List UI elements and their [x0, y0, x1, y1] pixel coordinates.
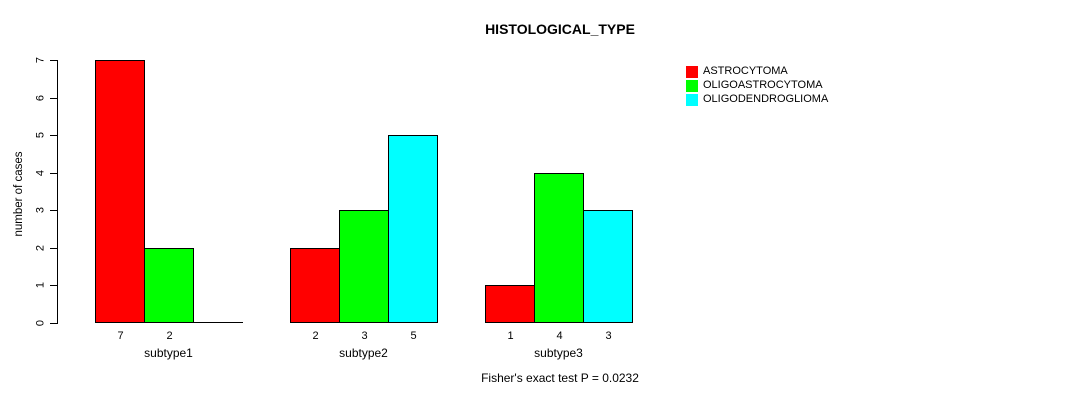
x-category-label: subtype3 [534, 346, 583, 360]
bar-subtype2-oligoastrocytoma [339, 210, 389, 323]
bar-value-label: 3 [361, 330, 368, 342]
bar-subtype3-oligodendroglioma [583, 210, 633, 323]
legend-swatch-oligoastrocytoma [686, 79, 698, 92]
bar-subtype1-oligodendroglioma [193, 322, 243, 323]
bar-value-label: 4 [556, 330, 563, 342]
bar-value-label: 2 [166, 330, 173, 342]
bar-subtype3-astrocytoma [485, 285, 535, 323]
y-tick-mark [50, 285, 57, 286]
bar-value-label: 1 [507, 330, 514, 342]
bar-value-label: 5 [410, 330, 417, 342]
legend-label: OLIGOASTROCYTOMA [703, 79, 823, 91]
y-tick-mark [50, 210, 57, 211]
legend-swatch-oligodendroglioma [686, 93, 698, 106]
legend-label: ASTROCYTOMA [703, 65, 788, 77]
bar-value-label: 2 [312, 330, 319, 342]
y-tick-mark [50, 60, 57, 61]
y-tick-mark [50, 173, 57, 174]
x-category-label: subtype1 [144, 346, 193, 360]
legend-label: OLIGODENDROGLIOMA [703, 93, 829, 105]
legend-swatch-astrocytoma [686, 65, 698, 78]
fisher-test-note: Fisher's exact test P = 0.0232 [481, 371, 639, 385]
chart-title: HISTOLOGICAL_TYPE [485, 21, 635, 37]
legend-item: OLIGODENDROGLIOMA [686, 93, 828, 106]
x-category-label: subtype2 [339, 346, 388, 360]
y-tick-mark [50, 135, 57, 136]
y-tick-mark [50, 248, 57, 249]
bar-subtype2-oligodendroglioma [388, 135, 438, 323]
bar-subtype1-oligoastrocytoma [144, 248, 194, 323]
bar-value-label: 3 [605, 330, 612, 342]
bar-subtype1-astrocytoma [95, 60, 145, 323]
y-tick-mark [50, 323, 57, 324]
legend-item: ASTROCYTOMA [686, 65, 788, 78]
bar-subtype3-oligoastrocytoma [534, 173, 584, 323]
y-axis-line [57, 60, 58, 324]
legend-item: OLIGOASTROCYTOMA [686, 79, 823, 92]
bar-value-label: 7 [117, 330, 124, 342]
y-tick-mark [50, 98, 57, 99]
bar-subtype2-astrocytoma [290, 248, 340, 323]
